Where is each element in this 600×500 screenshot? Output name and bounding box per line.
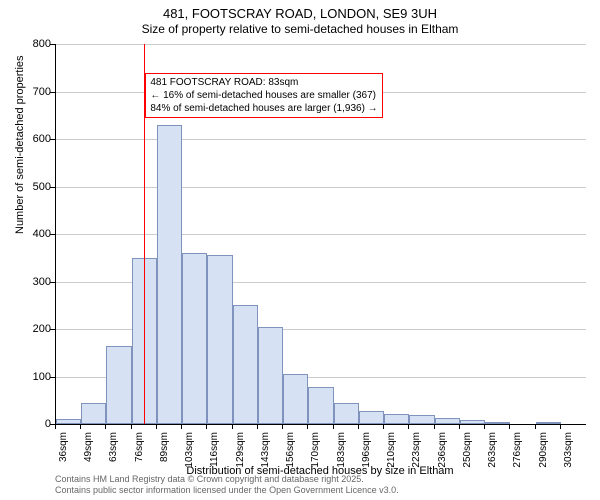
x-tick <box>206 424 207 429</box>
y-tick <box>50 234 55 235</box>
gridline <box>56 234 586 235</box>
x-tick-label: 89sqm <box>159 432 170 482</box>
x-tick-label: 263sqm <box>487 432 498 482</box>
x-tick-label: 49sqm <box>83 432 94 482</box>
x-tick-label: 170sqm <box>310 432 321 482</box>
y-tick-label: 300 <box>11 276 51 288</box>
bar <box>334 403 359 424</box>
y-tick-label: 700 <box>11 86 51 98</box>
y-tick <box>50 329 55 330</box>
y-tick <box>50 92 55 93</box>
x-tick <box>282 424 283 429</box>
x-tick-label: 210sqm <box>386 432 397 482</box>
footer-text: Contains HM Land Registry data © Crown c… <box>55 474 399 496</box>
bar <box>258 327 283 424</box>
bar <box>435 418 460 424</box>
x-tick-label: 103sqm <box>184 432 195 482</box>
bar <box>460 420 485 424</box>
x-tick <box>408 424 409 429</box>
x-tick <box>131 424 132 429</box>
x-tick-label: 63sqm <box>108 432 119 482</box>
x-tick <box>55 424 56 429</box>
x-tick <box>80 424 81 429</box>
x-tick <box>307 424 308 429</box>
bar <box>485 422 510 424</box>
gridline <box>56 187 586 188</box>
x-tick-label: 116sqm <box>209 432 220 482</box>
y-tick-label: 0 <box>11 418 51 430</box>
x-tick-label: 250sqm <box>462 432 473 482</box>
x-tick <box>257 424 258 429</box>
bar <box>56 419 81 424</box>
bar <box>182 253 207 424</box>
gridline <box>56 44 586 45</box>
x-tick <box>560 424 561 429</box>
x-tick-label: 303sqm <box>563 432 574 482</box>
y-tick <box>50 44 55 45</box>
x-tick-label: 196sqm <box>361 432 372 482</box>
bar <box>536 422 561 424</box>
annotation-line: ← 16% of semi-detached houses are smalle… <box>150 89 377 102</box>
bar <box>207 255 232 424</box>
chart-title-sub: Size of property relative to semi-detach… <box>0 22 600 36</box>
x-tick <box>333 424 334 429</box>
x-tick <box>156 424 157 429</box>
bar <box>283 374 308 424</box>
x-tick <box>484 424 485 429</box>
y-tick-label: 400 <box>11 228 51 240</box>
bar <box>384 414 409 424</box>
x-tick-label: 223sqm <box>411 432 422 482</box>
x-tick-label: 156sqm <box>285 432 296 482</box>
x-tick-label: 276sqm <box>512 432 523 482</box>
footer-line2: Contains public sector information licen… <box>55 485 399 496</box>
y-tick <box>50 377 55 378</box>
annotation-line: 84% of semi-detached houses are larger (… <box>150 102 377 115</box>
x-tick-label: 36sqm <box>58 432 69 482</box>
x-tick <box>181 424 182 429</box>
x-tick-label: 290sqm <box>538 432 549 482</box>
y-tick-label: 800 <box>11 38 51 50</box>
x-tick <box>358 424 359 429</box>
bar <box>81 403 106 424</box>
footer-line1: Contains HM Land Registry data © Crown c… <box>55 474 399 485</box>
x-tick-label: 183sqm <box>336 432 347 482</box>
x-tick-label: 143sqm <box>260 432 271 482</box>
bar <box>359 411 384 424</box>
bar <box>409 415 434 424</box>
chart-title-main: 481, FOOTSCRAY ROAD, LONDON, SE9 3UH <box>0 6 600 21</box>
y-tick-label: 600 <box>11 133 51 145</box>
x-tick-label: 236sqm <box>437 432 448 482</box>
x-tick-label: 129sqm <box>235 432 246 482</box>
x-tick <box>383 424 384 429</box>
x-tick <box>459 424 460 429</box>
x-tick-label: 76sqm <box>134 432 145 482</box>
annotation-line: 481 FOOTSCRAY ROAD: 83sqm <box>150 76 377 89</box>
bar <box>106 346 131 424</box>
y-tick-label: 500 <box>11 181 51 193</box>
y-tick <box>50 282 55 283</box>
x-tick <box>105 424 106 429</box>
y-tick <box>50 187 55 188</box>
y-tick-label: 200 <box>11 323 51 335</box>
x-tick <box>232 424 233 429</box>
bar <box>233 305 258 424</box>
bar <box>308 387 333 424</box>
y-tick <box>50 139 55 140</box>
annotation-box: 481 FOOTSCRAY ROAD: 83sqm← 16% of semi-d… <box>145 73 382 118</box>
x-tick <box>434 424 435 429</box>
bar <box>157 125 182 424</box>
x-tick <box>509 424 510 429</box>
gridline <box>56 139 586 140</box>
y-tick-label: 100 <box>11 371 51 383</box>
x-tick <box>535 424 536 429</box>
